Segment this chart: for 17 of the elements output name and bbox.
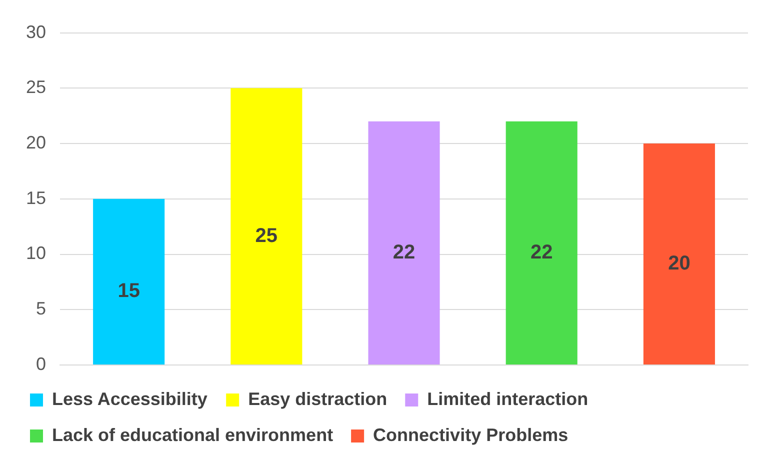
y-tick-label: 15 — [26, 188, 46, 208]
y-tick-label: 25 — [26, 77, 46, 98]
legend-label: Easy distraction — [248, 388, 388, 409]
data-label: 22 — [530, 241, 553, 264]
y-tick-label: 0 — [36, 354, 46, 374]
y-tick-label: 30 — [26, 22, 46, 42]
legend-label: Lack of educational environment — [52, 424, 334, 445]
data-label: 25 — [255, 224, 278, 247]
y-tick-label: 20 — [26, 132, 46, 152]
legend-label: Limited interaction — [427, 388, 588, 409]
data-label: 15 — [118, 280, 140, 302]
y-tick-label: 10 — [26, 243, 46, 264]
legend-label: Connectivity Problems — [373, 424, 568, 445]
data-label: 22 — [392, 241, 416, 264]
legend-label: Less Accessibility — [52, 388, 208, 409]
data-label: 20 — [668, 252, 690, 275]
y-tick-label: 5 — [36, 298, 46, 319]
